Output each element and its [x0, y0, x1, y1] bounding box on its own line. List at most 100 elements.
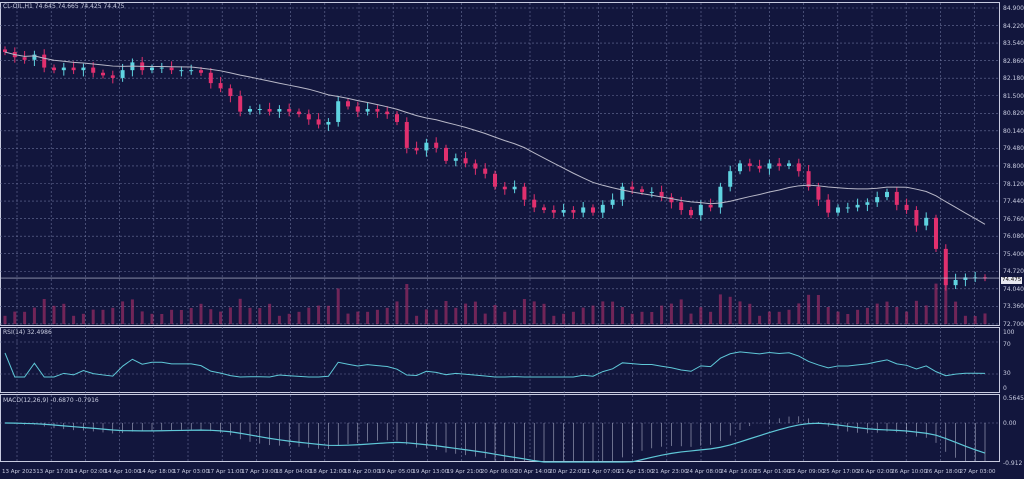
volume-bar: [356, 311, 360, 324]
candle-body: [199, 70, 203, 73]
volume-bar: [493, 305, 497, 324]
main-panel-frame: [0, 2, 1000, 326]
volume-bar: [52, 305, 56, 324]
price-tick: 78.120: [1003, 180, 1024, 188]
candle-body: [473, 163, 478, 169]
candle-body: [91, 67, 96, 73]
time-tick: 19 Apr 21:00: [446, 469, 483, 475]
time-tick: 21 Apr 15:00: [617, 469, 654, 475]
volume-bar: [846, 314, 850, 324]
volume-bar: [209, 309, 213, 324]
candle-body: [640, 189, 644, 192]
volume-bar: [885, 301, 889, 324]
candle-body: [845, 207, 850, 209]
candle-body: [963, 277, 968, 280]
macd-label: MACD(12,26,9) -0.6870 -0.7916: [3, 397, 99, 404]
candle-body: [32, 54, 37, 60]
candle-body: [71, 67, 76, 71]
volume-bar: [317, 305, 321, 324]
time-tick: 14 Apr 18:00: [138, 469, 175, 475]
candle-body: [208, 72, 213, 84]
candle-body: [42, 54, 47, 68]
volume-bar: [444, 301, 448, 324]
volume-bar: [954, 301, 958, 324]
symbol-label: CL-OIL,H1 74.645 74.665 74.425 74.475: [3, 3, 124, 10]
volume-bar: [914, 300, 918, 324]
candle-body: [424, 142, 429, 151]
candle-body: [698, 204, 703, 216]
candle-body: [718, 186, 723, 208]
candle-body: [512, 186, 517, 190]
candle-body: [924, 217, 929, 226]
price-tick: 80.140: [1003, 127, 1024, 135]
price-tick: 74.720: [1003, 268, 1024, 276]
candle-body: [551, 210, 556, 213]
volume-bar: [787, 309, 791, 324]
volume-bar: [464, 303, 468, 324]
candle-body: [659, 191, 664, 198]
candle-body: [277, 109, 282, 112]
time-tick: 14 Apr 02:00: [70, 469, 107, 475]
candle-body: [689, 210, 693, 216]
volume-bar: [856, 309, 860, 324]
volume-bar: [748, 303, 752, 324]
candle-body: [248, 109, 252, 112]
candle-body: [228, 88, 233, 97]
macd-panel-frame: [0, 394, 1000, 462]
volume-bar: [601, 301, 605, 324]
candle-body: [120, 70, 125, 78]
time-tick: 18 Apr 12:00: [309, 469, 346, 475]
volume-bar: [238, 298, 242, 324]
rsi-scale-30: 30: [1003, 370, 1011, 377]
price-tick: 76.080: [1003, 233, 1024, 241]
volume-bar: [640, 311, 644, 324]
candle-body: [875, 197, 880, 203]
candle-body: [561, 210, 566, 213]
volume-bar: [72, 315, 76, 324]
time-tick: 14 Apr 10:00: [104, 469, 141, 475]
price-tick: 72.700: [1003, 320, 1024, 328]
volume-bar: [728, 296, 732, 324]
volume-bar: [973, 316, 977, 324]
price-tick: 84.900: [1003, 5, 1024, 12]
time-tick: 18 Apr 20:00: [344, 469, 380, 475]
candle-body: [914, 210, 919, 226]
price-tick: 77.440: [1003, 198, 1024, 206]
candle-body: [836, 207, 840, 213]
candle-body: [600, 204, 605, 213]
candle-body: [581, 207, 586, 213]
candle-body: [453, 158, 458, 161]
price-tick: 76.760: [1003, 215, 1024, 223]
volume-bar: [963, 315, 967, 324]
volume-bar: [385, 307, 389, 324]
time-tick: 21 Apr 07:00: [583, 469, 620, 475]
candle-body: [571, 210, 576, 213]
candle-body: [943, 248, 948, 286]
volume-bar: [140, 311, 144, 324]
candle-body: [101, 72, 105, 76]
time-tick: 20 Apr 14:00: [515, 469, 551, 475]
candle-body: [904, 204, 909, 211]
candle-body: [306, 114, 311, 120]
candle-body: [610, 199, 615, 205]
candle-body: [326, 121, 331, 125]
volume-bar: [101, 309, 105, 324]
volume-bar: [532, 301, 536, 324]
time-tick: 24 Apr 08:00: [686, 469, 722, 475]
candle-body: [894, 191, 899, 205]
candle-body: [620, 186, 625, 200]
candle-body: [257, 109, 262, 111]
time-tick: 25 Apr 09:00: [788, 469, 825, 475]
candle-body: [493, 173, 497, 187]
candle-body: [591, 207, 595, 213]
volume-bar: [346, 313, 350, 324]
volume-bar: [699, 307, 703, 324]
volume-bar: [591, 305, 595, 324]
volume-bar: [777, 311, 781, 324]
volume-bar: [32, 307, 36, 324]
volume-bar: [758, 315, 762, 324]
time-tick: 19 Apr 05:00: [378, 469, 415, 475]
price-tick: 81.500: [1003, 92, 1024, 100]
